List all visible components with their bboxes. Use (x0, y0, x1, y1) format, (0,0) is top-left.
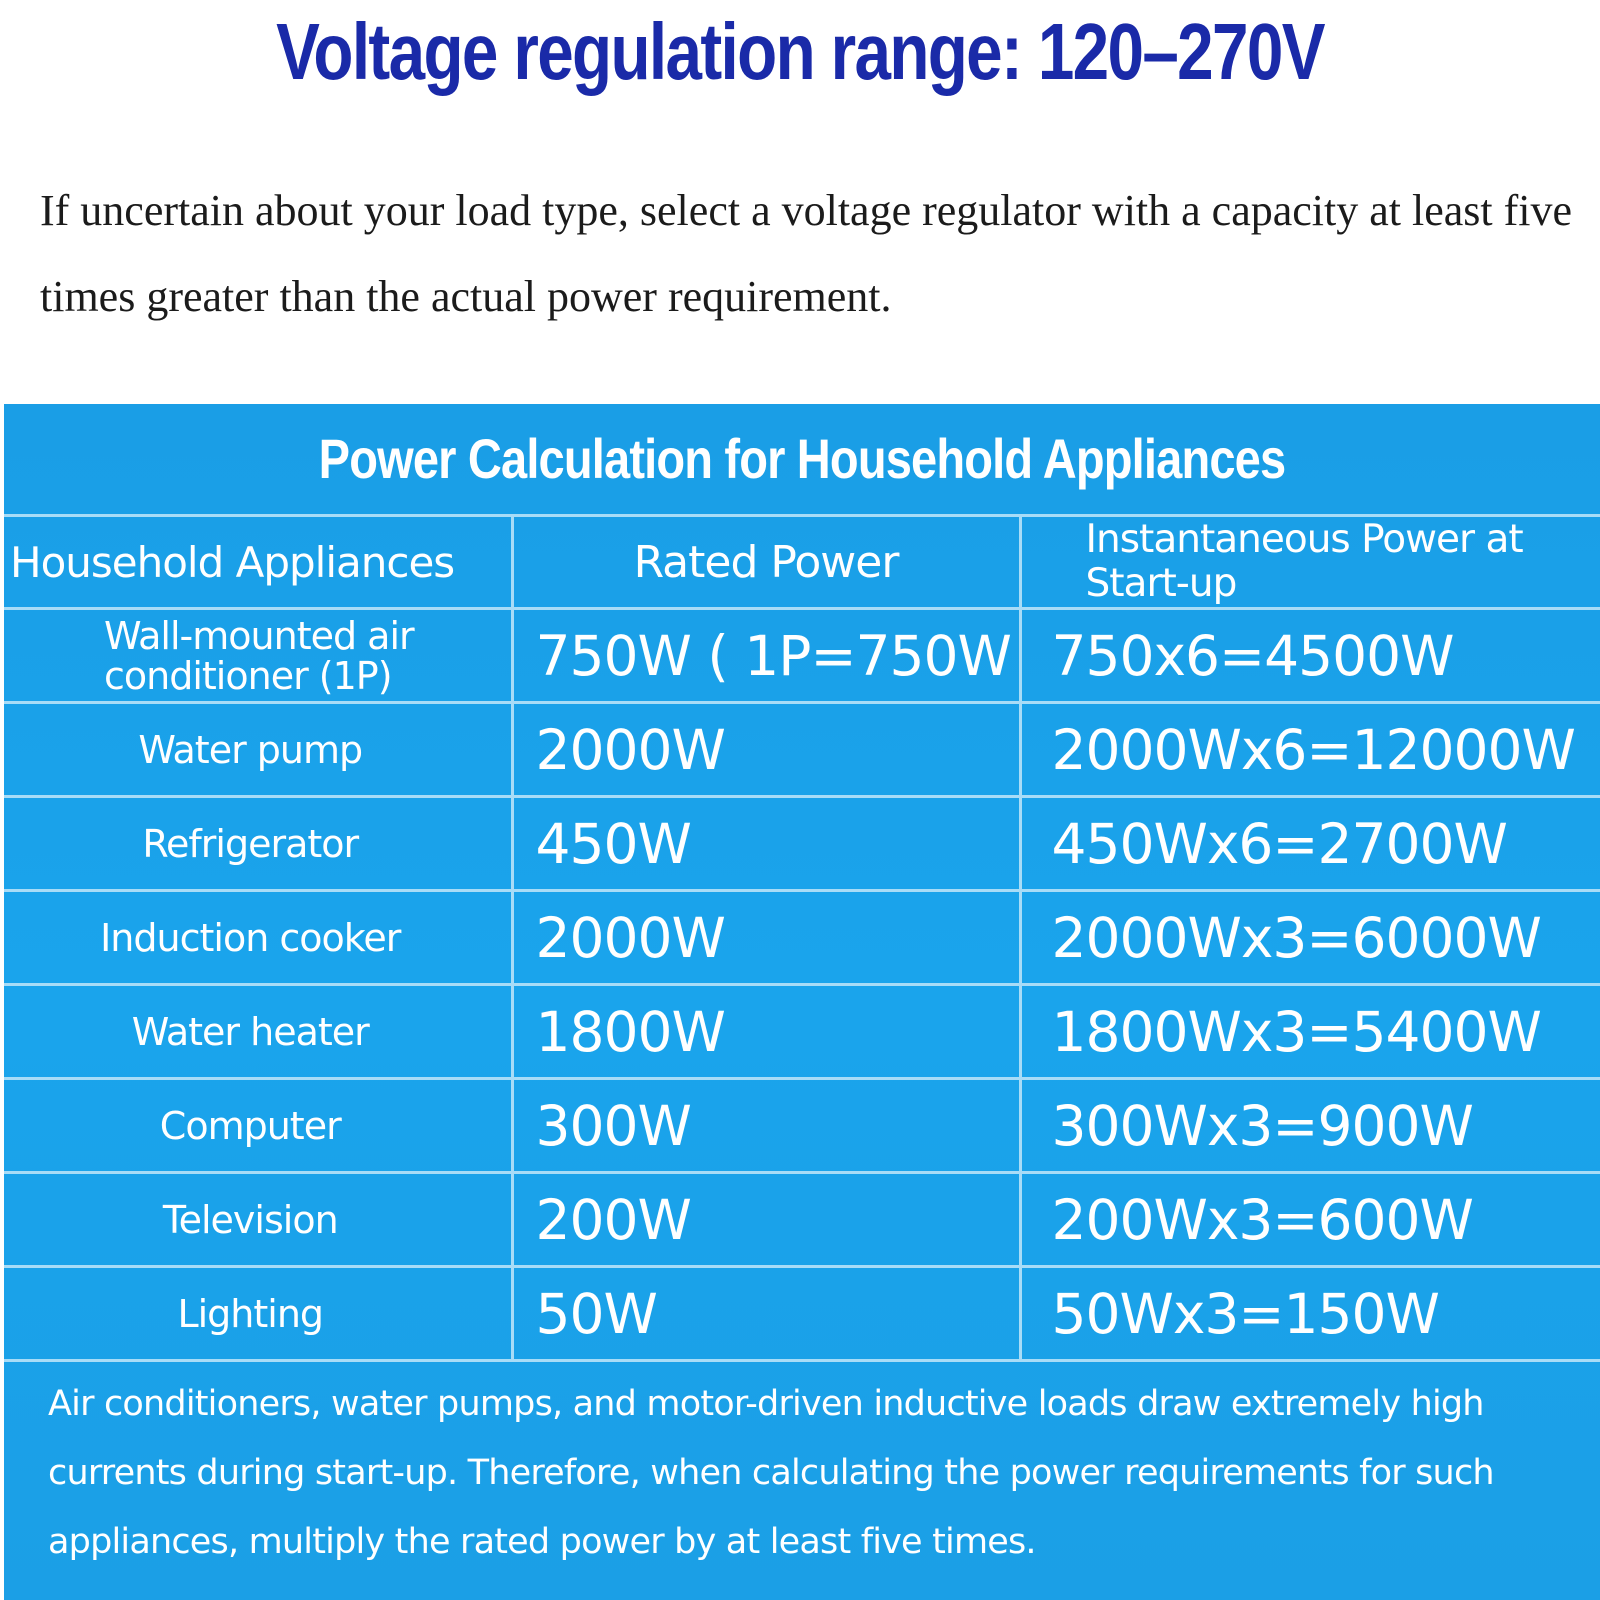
power-calculation-panel: Power Calculation for Household Applianc… (4, 404, 1600, 1600)
startup-power-cell: 1800Wx3=5400W (1018, 983, 1600, 1080)
table-row: Refrigerator 450W 450Wx6=2700W (4, 795, 1600, 892)
rated-power-cell: 1800W (510, 983, 1022, 1080)
rated-power-cell: 50W (510, 1265, 1022, 1362)
startup-power-cell: 300Wx3=900W (1018, 1077, 1600, 1174)
table-row: Lighting 50W 50Wx3=150W (4, 1265, 1600, 1362)
appliance-cell: Computer (4, 1077, 514, 1174)
power-table: Household Appliances Rated Power Instant… (4, 514, 1600, 1362)
intro-text: If uncertain about your load type, selec… (40, 186, 1573, 321)
table-row: Induction cooker 2000W 2000Wx3=6000W (4, 889, 1600, 986)
rated-power-cell: 750W ( 1P=750W (510, 607, 1022, 704)
appliance-cell: Induction cooker (4, 889, 514, 986)
startup-power-cell: 2000Wx3=6000W (1018, 889, 1600, 986)
footnote: Air conditioners, water pumps, and motor… (48, 1384, 1495, 1562)
panel-title: Power Calculation for Household Applianc… (318, 427, 1286, 490)
appliance-cell: Water heater (4, 983, 514, 1080)
rated-power-cell: 200W (510, 1171, 1022, 1268)
startup-power-cell: 2000Wx6=12000W (1018, 701, 1600, 798)
table-row: Water pump 2000W 2000Wx6=12000W (4, 701, 1600, 798)
table-row: Television 200W 200Wx3=600W (4, 1171, 1600, 1268)
appliance-cell: Television (4, 1171, 514, 1268)
column-header-startup-power: Instantaneous Power at Start-up (1018, 514, 1600, 610)
startup-power-cell: 50Wx3=150W (1018, 1265, 1600, 1362)
table-row: Wall-mounted air conditioner (1P) 750W (… (4, 607, 1600, 704)
appliance-cell: Water pump (4, 701, 514, 798)
startup-power-cell: 450Wx6=2700W (1018, 795, 1600, 892)
appliance-cell: Wall-mounted air conditioner (1P) (4, 607, 514, 704)
table-row: Water heater 1800W 1800Wx3=5400W (4, 983, 1600, 1080)
rated-power-cell: 450W (510, 795, 1022, 892)
table-row: Computer 300W 300Wx3=900W (4, 1077, 1600, 1174)
headline: Voltage regulation range: 120–270V (276, 7, 1325, 96)
startup-power-cell: 200Wx3=600W (1018, 1171, 1600, 1268)
appliance-cell: Lighting (4, 1265, 514, 1362)
rated-power-cell: 2000W (510, 889, 1022, 986)
table-header-row: Household Appliances Rated Power Instant… (4, 514, 1600, 610)
rated-power-cell: 300W (510, 1077, 1022, 1174)
startup-power-cell: 750x6=4500W (1018, 607, 1600, 704)
appliance-cell: Refrigerator (4, 795, 514, 892)
column-header-appliance: Household Appliances (4, 514, 514, 610)
column-header-rated-power: Rated Power (510, 514, 1022, 610)
rated-power-cell: 2000W (510, 701, 1022, 798)
